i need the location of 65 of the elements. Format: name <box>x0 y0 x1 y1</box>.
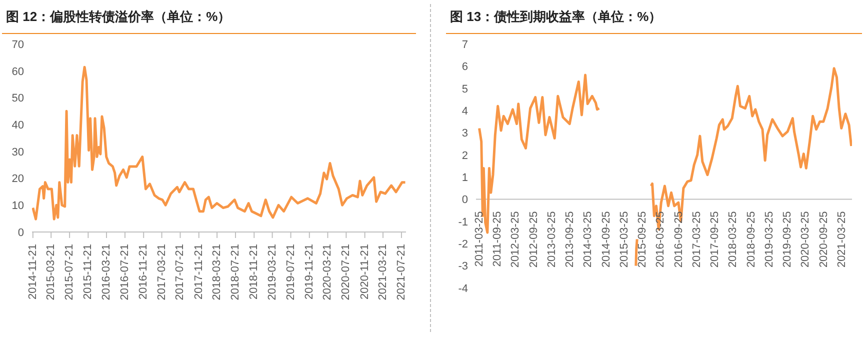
x-tick-label: 2015-11-21 <box>82 244 94 300</box>
y-tick-label: 5 <box>462 83 468 96</box>
x-tick-label: 2012-09-25 <box>528 211 540 268</box>
y-tick-label: 20 <box>12 173 24 186</box>
x-tick-label: 2015-07-21 <box>64 244 76 300</box>
x-tick-label: 2013-09-25 <box>564 211 576 268</box>
x-tick-label: 2012-03-25 <box>510 211 522 268</box>
chart-title: 图 13：债性到期收益率（单位：%） <box>446 0 862 34</box>
x-tick-label: 2011-09-25 <box>492 211 504 267</box>
y-tick-label: 40 <box>12 119 24 132</box>
x-tick-label: 2020-03-21 <box>322 244 334 300</box>
x-tick-label: 2021-03-21 <box>376 244 389 300</box>
x-tick-label: 2015-09-25 <box>636 211 649 268</box>
y-tick-label: 30 <box>12 146 24 158</box>
y-tick-label: 7 <box>462 38 468 51</box>
x-tick-label: 2017-03-25 <box>690 211 703 268</box>
x-tick-label: 2020-07-21 <box>340 244 352 300</box>
x-tick-label: 2019-07-21 <box>284 244 297 300</box>
x-tick-label: 2016-11-21 <box>138 244 150 300</box>
x-tick-label: 2019-03-21 <box>266 244 278 300</box>
x-tick-label: 2018-11-21 <box>248 244 260 300</box>
x-tick-label: 2017-07-21 <box>174 244 186 300</box>
x-tick-label: 2014-09-25 <box>600 211 612 268</box>
chart-title: 图 12：偏股性转债溢价率（单位：%） <box>2 0 416 34</box>
x-tick-label: 2018-09-25 <box>745 211 758 268</box>
x-tick-label: 2017-03-21 <box>156 244 168 300</box>
y-tick-label: 2 <box>462 150 468 162</box>
x-tick-label: 2016-03-25 <box>654 211 667 268</box>
x-tick-label: 2016-09-25 <box>672 211 685 268</box>
y-tick-label: -2 <box>458 238 468 251</box>
x-tick-label: 2021-07-21 <box>395 244 408 300</box>
x-tick-label: 2013-03-25 <box>546 211 558 268</box>
x-tick-label: 2019-09-25 <box>782 211 794 268</box>
y-tick-label: 4 <box>462 105 468 118</box>
y-tick-label: 70 <box>12 38 24 51</box>
x-tick-label: 2018-03-21 <box>211 244 224 300</box>
x-tick-label: 2016-03-21 <box>100 244 112 300</box>
x-tick-label: 2019-11-21 <box>303 244 316 300</box>
y-tick-label: 6 <box>462 61 468 74</box>
y-tick-label: 10 <box>12 200 24 212</box>
x-tick-label: 2020-09-25 <box>818 211 830 268</box>
y-tick-label: 60 <box>12 66 24 78</box>
y-tick-label: -4 <box>458 282 468 295</box>
x-tick-label: 2018-03-25 <box>727 211 740 268</box>
y-tick-label: 0 <box>18 226 24 239</box>
x-tick-label: 2020-11-21 <box>358 244 371 300</box>
x-tick-label: 2014-03-25 <box>582 211 594 268</box>
x-tick-label: 2020-03-25 <box>800 211 812 268</box>
y-tick-label: -1 <box>458 216 468 228</box>
x-tick-label: 2017-11-21 <box>192 244 205 300</box>
x-tick-label: 2016-07-21 <box>118 244 131 300</box>
y-tick-label: -3 <box>458 260 468 273</box>
x-tick-label: 2015-03-25 <box>618 211 630 268</box>
y-tick-label: 3 <box>462 128 468 140</box>
x-tick-label: 2021-03-25 <box>836 211 848 268</box>
y-tick-label: 50 <box>12 92 24 105</box>
y-tick-label: 0 <box>462 194 468 206</box>
x-tick-label: 2017-09-25 <box>709 211 722 268</box>
x-tick-label: 2011-03-25 <box>473 211 486 267</box>
x-tick-label: 2018-07-21 <box>230 244 242 300</box>
x-tick-label: 2015-03-21 <box>45 244 58 300</box>
y-tick-label: 1 <box>462 172 468 184</box>
x-tick-label: 2019-03-25 <box>763 211 776 268</box>
line-series <box>32 66 406 220</box>
x-tick-label: 2014-11-21 <box>26 244 39 300</box>
